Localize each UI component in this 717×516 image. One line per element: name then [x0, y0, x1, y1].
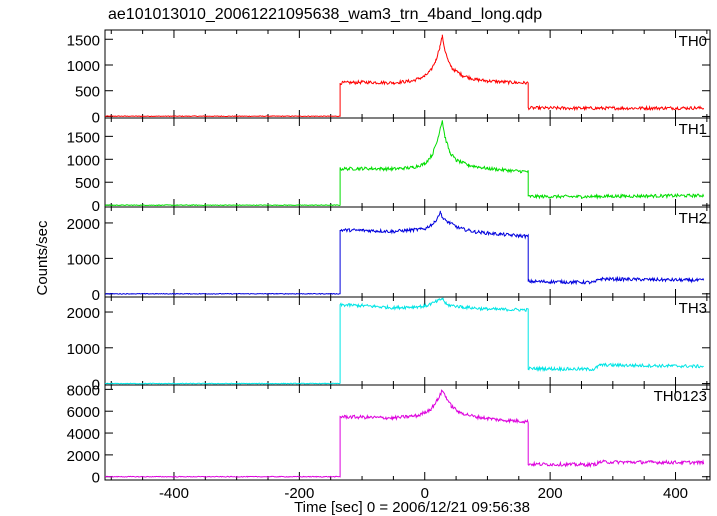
y-tick-label: 2000	[67, 216, 100, 233]
panel-th0123: 0 2000 4000 6000 8000 TH0123	[67, 382, 711, 487]
series-label: TH0	[679, 33, 707, 50]
x-axis: -400 -200 0 200 400	[159, 485, 688, 502]
panel-frame	[104, 206, 711, 298]
x-tick-label: 400	[663, 485, 688, 502]
panel-th1: 0 500 1000 1500 TH1	[67, 117, 711, 215]
panel-th3: 0 1000 2000 TH3	[67, 296, 711, 394]
panel-th0: 0 500 1000 1500 TH0	[67, 29, 711, 126]
y-tick-label: 8000	[67, 382, 100, 399]
y-tick-label: 0	[92, 377, 100, 394]
panel-th2: 0 1000 2000 TH2	[67, 206, 711, 304]
y-tick-label: 4000	[67, 426, 100, 443]
series-line-th2	[104, 210, 705, 295]
series-line-th0123	[104, 389, 705, 478]
y-tick-label: 1000	[67, 58, 100, 75]
y-axis-label: Counts/sec	[34, 220, 51, 296]
series-label: TH3	[679, 300, 707, 317]
y-tick-label: 0	[92, 470, 100, 487]
x-axis-label: Time [sec] 0 = 2006/12/21 09:56:38	[294, 499, 530, 516]
panels: 0 500 1000 1500 TH0 0 500 1000 1500 TH1 0 1000 2000 T…	[67, 29, 711, 487]
y-tick-label: 0	[92, 198, 100, 215]
y-tick-label: 1500	[67, 129, 100, 146]
x-tick-label: 200	[538, 485, 563, 502]
series-label: TH2	[679, 210, 707, 227]
y-tick-label: 1000	[67, 152, 100, 169]
y-tick-label: 1500	[67, 32, 100, 49]
panel-frame	[104, 29, 711, 119]
x-tick-label: -200	[284, 485, 314, 502]
y-tick-label: 6000	[67, 404, 100, 421]
panel-frame	[104, 296, 711, 386]
y-tick-label: 500	[75, 175, 100, 192]
y-tick-label: 0	[92, 287, 100, 304]
chart-title: ae101013010_20061221095638_wam3_trn_4ban…	[108, 6, 542, 23]
y-tick-label: 2000	[67, 448, 100, 465]
y-tick-label: 1000	[67, 341, 100, 358]
series-label: TH0123	[654, 388, 707, 405]
y-tick-label: 2000	[67, 305, 100, 322]
panel-frame	[104, 117, 711, 208]
series-line-th0	[104, 34, 705, 118]
x-tick-label: 0	[421, 485, 429, 502]
x-tick-label: -400	[159, 485, 189, 502]
y-tick-label: 0	[92, 109, 100, 126]
series-label: TH1	[679, 121, 707, 138]
y-tick-label: 500	[75, 84, 100, 101]
series-line-th3	[104, 297, 704, 385]
series-line-th1	[104, 120, 705, 207]
panel-frame	[104, 384, 711, 481]
y-tick-label: 1000	[67, 251, 100, 268]
